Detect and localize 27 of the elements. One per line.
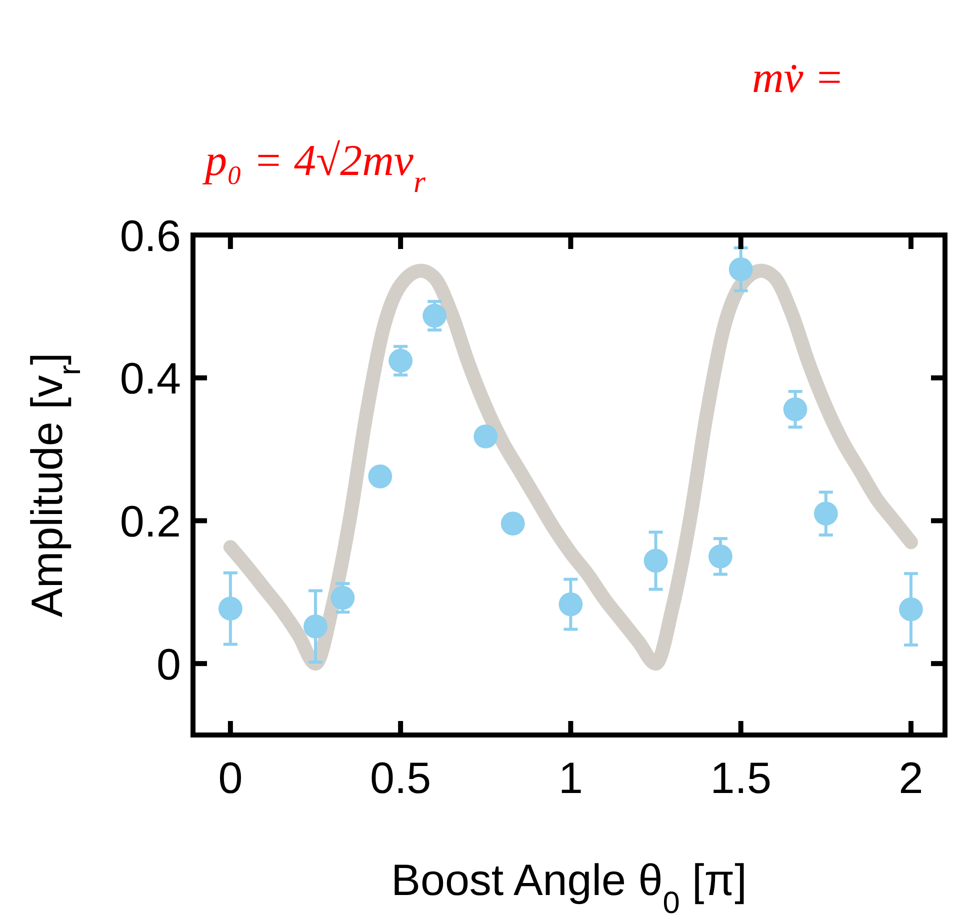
- point: [899, 597, 923, 622]
- point: [422, 304, 447, 328]
- point: [330, 586, 355, 610]
- point: [783, 397, 808, 422]
- point: [500, 512, 525, 536]
- text: mv̇ =: [752, 53, 844, 102]
- y-tick-label: 0.4: [120, 354, 181, 404]
- point: [708, 544, 732, 568]
- x-tick-label: 1.5: [710, 754, 772, 803]
- y-tick-label: 0.2: [120, 498, 181, 547]
- x-tick-label: 1: [558, 754, 583, 803]
- point: [218, 596, 242, 621]
- x-tick-label: 0: [218, 754, 243, 803]
- point: [558, 592, 583, 616]
- x-tick-label: 0.5: [370, 754, 432, 803]
- x-tick-label: 2: [898, 754, 924, 803]
- point: [728, 257, 753, 282]
- point: [388, 348, 413, 373]
- point: [814, 502, 838, 526]
- text: p₀ = 4√2mv$_{r}$: [202, 136, 426, 199]
- point: [474, 424, 498, 448]
- point: [644, 548, 668, 573]
- y-tick-label: 0: [156, 640, 181, 690]
- x-axis-title: Boost Angle θ$_{0}$ [π]: [391, 856, 747, 920]
- point: [368, 464, 392, 488]
- point: [304, 614, 328, 638]
- y-tick-label: 0.6: [120, 212, 181, 261]
